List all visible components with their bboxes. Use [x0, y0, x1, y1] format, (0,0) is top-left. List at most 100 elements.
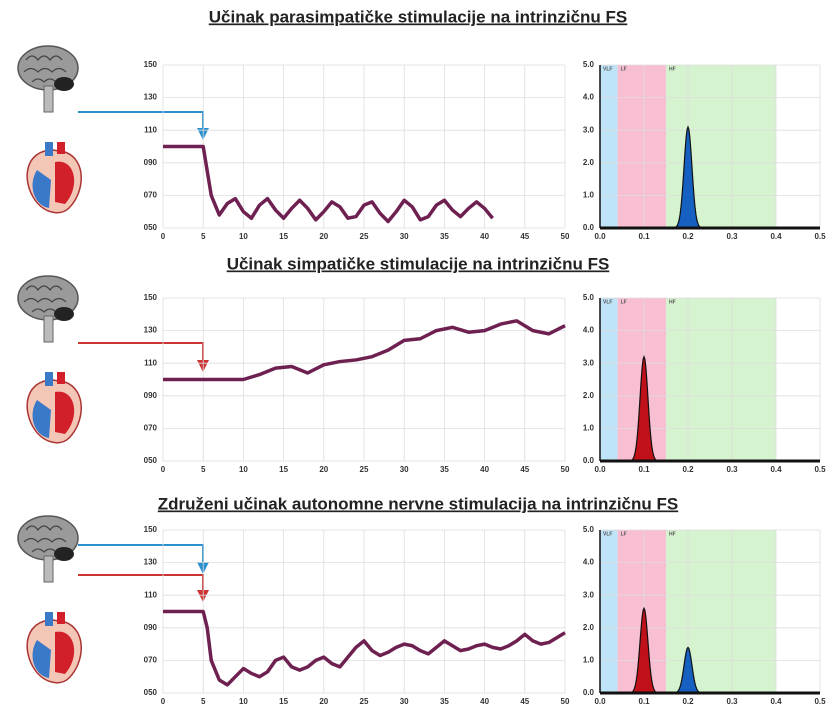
y-tick-label: 070 — [144, 191, 158, 200]
x-tick-label: 0.5 — [814, 697, 826, 706]
y-tick-label: 3.0 — [583, 125, 595, 134]
y-tick-label: 0.0 — [583, 456, 595, 465]
y-tick-label: 070 — [144, 424, 158, 433]
band-label: VLF — [603, 531, 612, 537]
x-tick-label: 0 — [161, 465, 166, 474]
arrow — [78, 574, 204, 592]
x-tick-label: 0.4 — [770, 697, 782, 706]
x-tick-label: 20 — [319, 232, 328, 241]
x-tick-label: 45 — [520, 232, 529, 241]
icon-brain — [17, 45, 79, 113]
icon-heart — [26, 371, 83, 444]
heart-rate-line — [163, 319, 566, 382]
panel-title: Učinak simpatičke stimulacije na intrinz… — [227, 254, 610, 273]
y-tick-label: 150 — [144, 525, 158, 534]
arrow — [78, 544, 204, 565]
y-tick-label: 5.0 — [583, 293, 595, 302]
icon-heart — [26, 141, 83, 214]
panel-title: Združeni učinak autonomne nervne stimula… — [158, 494, 678, 513]
x-tick-label: 0.3 — [726, 465, 738, 474]
x-tick-label: 15 — [279, 232, 288, 241]
x-tick-label: 10 — [239, 232, 248, 241]
x-tick-label: 35 — [440, 697, 449, 706]
x-tick-label: 45 — [520, 465, 529, 474]
y-tick-label: 110 — [144, 125, 157, 134]
x-tick-label: 0.0 — [594, 232, 606, 241]
y-tick-label: 090 — [144, 623, 158, 632]
x-tick-label: 30 — [400, 465, 409, 474]
y-tick-label: 050 — [144, 456, 158, 465]
x-tick-label: 20 — [319, 697, 328, 706]
x-tick-label: 40 — [480, 465, 489, 474]
y-tick-label: 1.0 — [583, 656, 595, 665]
y-tick-label: 050 — [144, 223, 158, 232]
y-tick-label: 110 — [144, 590, 157, 599]
band — [617, 65, 666, 228]
x-tick-label: 0 — [161, 697, 166, 706]
y-tick-label: 4.0 — [583, 326, 595, 335]
x-tick-label: 35 — [440, 465, 449, 474]
y-tick-label: 130 — [144, 558, 158, 567]
x-tick-label: 5 — [201, 465, 206, 474]
x-tick-label: 5 — [201, 232, 206, 241]
heart-rate-line — [163, 609, 566, 687]
band-label: HF — [669, 66, 676, 72]
icon-heart — [26, 611, 83, 684]
x-tick-label: 50 — [561, 232, 570, 241]
x-tick-label: 0.4 — [770, 465, 782, 474]
x-tick-label: 0.4 — [770, 232, 782, 241]
x-tick-label: 5 — [201, 697, 206, 706]
x-tick-label: 0 — [161, 232, 166, 241]
x-tick-label: 30 — [400, 232, 409, 241]
y-tick-label: 1.0 — [583, 191, 595, 200]
band-label: HF — [669, 299, 676, 305]
x-tick-label: 25 — [360, 232, 369, 241]
y-tick-label: 150 — [144, 293, 158, 302]
y-tick-label: 2.0 — [583, 391, 595, 400]
band — [666, 530, 776, 693]
y-tick-label: 4.0 — [583, 93, 595, 102]
y-tick-label: 5.0 — [583, 60, 595, 69]
x-tick-label: 25 — [360, 465, 369, 474]
x-tick-label: 50 — [561, 465, 570, 474]
x-tick-label: 0.1 — [638, 697, 650, 706]
y-tick-label: 150 — [144, 60, 158, 69]
icon-brain — [17, 515, 79, 583]
x-tick-label: 40 — [480, 232, 489, 241]
band-label: VLF — [603, 299, 612, 305]
x-tick-label: 30 — [400, 697, 409, 706]
x-tick-label: 10 — [239, 465, 248, 474]
y-tick-label: 0.0 — [583, 688, 595, 697]
x-tick-label: 0.2 — [682, 465, 694, 474]
y-tick-label: 2.0 — [583, 623, 595, 632]
x-tick-label: 0.1 — [638, 232, 650, 241]
y-tick-label: 090 — [144, 158, 158, 167]
x-tick-label: 0.1 — [638, 465, 650, 474]
band-label: LF — [621, 66, 627, 72]
y-tick-label: 090 — [144, 391, 158, 400]
panel-title: Učinak parasimpatičke stimulacije na int… — [209, 7, 628, 26]
x-tick-label: 0.5 — [814, 232, 826, 241]
x-tick-label: 0.2 — [682, 697, 694, 706]
band — [600, 530, 618, 693]
x-tick-label: 10 — [239, 697, 248, 706]
y-tick-label: 1.0 — [583, 424, 595, 433]
y-tick-label: 2.0 — [583, 158, 595, 167]
x-tick-label: 40 — [480, 697, 489, 706]
x-tick-label: 15 — [279, 465, 288, 474]
y-tick-label: 050 — [144, 688, 158, 697]
band-label: LF — [621, 531, 627, 537]
y-tick-label: 110 — [144, 358, 157, 367]
y-tick-label: 5.0 — [583, 525, 595, 534]
band — [600, 65, 618, 228]
x-tick-label: 0.0 — [594, 465, 606, 474]
heart-rate-line — [163, 144, 494, 224]
x-tick-label: 0.2 — [682, 232, 694, 241]
band-label: HF — [669, 531, 676, 537]
arrow — [78, 111, 204, 135]
band-label: LF — [621, 299, 627, 305]
band — [600, 298, 618, 461]
y-tick-label: 3.0 — [583, 358, 595, 367]
